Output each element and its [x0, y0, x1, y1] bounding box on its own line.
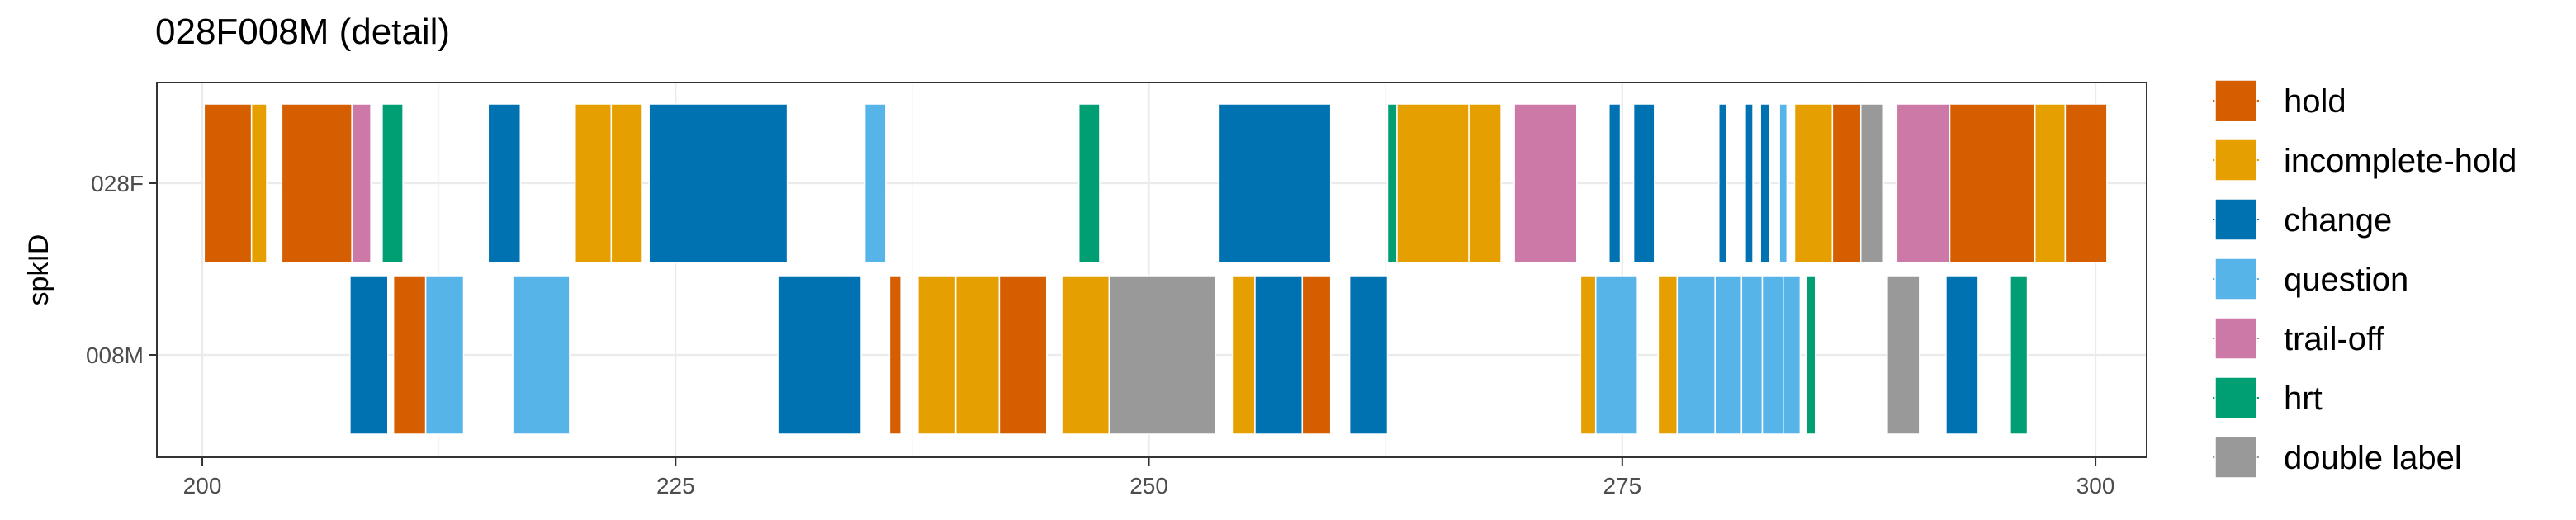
bar-028F-11: [1218, 103, 1332, 263]
legend-swatch-question: [2214, 258, 2257, 300]
bar-008M-0: [349, 275, 389, 435]
bar-028F-16: [1608, 103, 1622, 263]
bar-008M-5: [888, 275, 902, 435]
bar-028F-8: [648, 103, 788, 263]
legend-label: incomplete-hold: [2284, 143, 2517, 179]
bar-008M-10: [1108, 275, 1216, 435]
y-axis-title: spkID: [23, 234, 54, 306]
bar-028F-28: [2064, 103, 2108, 263]
bar-008M-11: [1231, 275, 1256, 435]
bar-008M-17: [1657, 275, 1679, 435]
bar-028F-1: [250, 103, 268, 263]
bar-028F-14: [1468, 103, 1502, 263]
bar-028F-13: [1396, 103, 1470, 263]
legend-label: change: [2284, 202, 2392, 239]
y-axis: 028F 008M: [86, 171, 157, 368]
legend-swatch-trail-off: [2214, 317, 2257, 360]
bar-028F-18: [1718, 103, 1727, 263]
legend-swatch-incomplete-hold: [2214, 139, 2257, 182]
bar-028F-19: [1745, 103, 1754, 263]
bar-028F-4: [381, 103, 404, 263]
legend-label: question: [2284, 262, 2408, 298]
bar-028F-10: [1077, 103, 1101, 263]
bar-028F-12: [1386, 103, 1398, 263]
bar-028F-6: [575, 103, 613, 263]
legend-label: trail-off: [2284, 321, 2384, 357]
bar-008M-20: [1740, 275, 1764, 435]
bar-008M-7: [954, 275, 1001, 435]
panel-border: [156, 82, 2147, 458]
bar-028F-21: [1778, 103, 1788, 263]
bar-028F-5: [487, 103, 522, 263]
bar-008M-15: [1579, 275, 1597, 435]
bar-008M-18: [1676, 275, 1716, 435]
bar-008M-21: [1761, 275, 1784, 435]
bar-028F-15: [1513, 103, 1578, 263]
bar-008M-4: [777, 275, 862, 435]
bar-028F-27: [2034, 103, 2067, 263]
bar-008M-24: [1887, 275, 1920, 435]
legend-label: hold: [2284, 83, 2346, 120]
bar-008M-1: [392, 275, 427, 435]
bar-028F-26: [1949, 103, 2036, 263]
y-tick-label: 028F: [91, 171, 144, 196]
segment-bars: [203, 103, 2108, 435]
bar-028F-17: [1632, 103, 1655, 263]
legend-label: double label: [2284, 440, 2462, 476]
legend-swatch-double-label: [2214, 436, 2257, 479]
bar-008M-9: [1061, 275, 1110, 435]
bar-028F-3: [351, 103, 372, 263]
bar-008M-2: [424, 275, 465, 435]
bar-028F-9: [864, 103, 887, 263]
bar-008M-12: [1254, 275, 1304, 435]
bar-028F-22: [1793, 103, 1834, 263]
x-tick-label: 250: [1129, 473, 1168, 499]
bar-008M-22: [1782, 275, 1802, 435]
legend-swatch-hrt: [2214, 376, 2257, 419]
x-axis: 200 225 250 275 300: [183, 457, 2115, 499]
x-tick-label: 200: [183, 473, 222, 499]
legend-swatch-hold: [2214, 79, 2257, 122]
bar-008M-13: [1301, 275, 1332, 435]
bar-028F-2: [281, 103, 353, 263]
chart-title: 028F008M (detail): [155, 12, 451, 52]
bar-008M-26: [2010, 275, 2029, 435]
bar-008M-14: [1348, 275, 1389, 435]
bar-008M-25: [1945, 275, 1979, 435]
legend-label: hrt: [2284, 381, 2323, 417]
y-tick-label: 008M: [86, 343, 144, 368]
legend: hold incomplete-hold change question trail-o…: [2213, 79, 2517, 479]
legend-swatch-change: [2214, 198, 2257, 241]
x-tick-label: 225: [656, 473, 695, 499]
bar-028F-20: [1759, 103, 1771, 263]
bar-008M-23: [1805, 275, 1816, 435]
bar-008M-19: [1714, 275, 1743, 435]
bar-028F-24: [1859, 103, 1885, 263]
bar-028F-25: [1896, 103, 1951, 263]
bar-028F-0: [203, 103, 253, 263]
bar-008M-3: [512, 275, 571, 435]
bar-008M-6: [917, 275, 957, 435]
bar-008M-16: [1594, 275, 1638, 435]
bar-028F-7: [610, 103, 642, 263]
x-tick-label: 275: [1603, 473, 1641, 499]
bar-028F-23: [1831, 103, 1862, 263]
bar-008M-8: [998, 275, 1048, 435]
x-tick-label: 300: [2076, 473, 2115, 499]
